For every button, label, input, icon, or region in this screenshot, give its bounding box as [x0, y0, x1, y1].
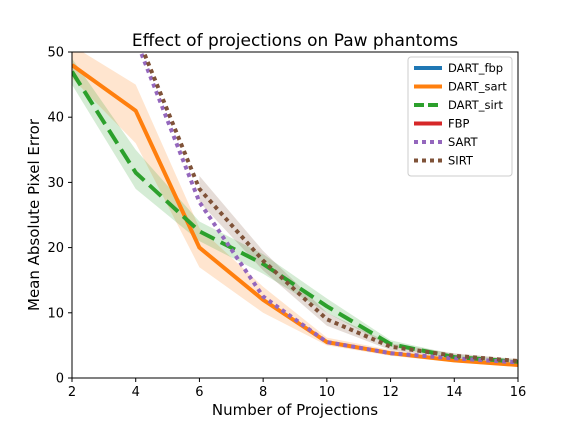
- y-tick-label: 40: [47, 111, 64, 126]
- band-dart-sart: [72, 52, 518, 367]
- x-tick-label: 2: [68, 385, 76, 400]
- legend-label-sirt: SIRT: [448, 154, 474, 168]
- y-tick-label: 50: [47, 46, 64, 61]
- x-tick-label: 8: [259, 385, 267, 400]
- band-sirt: [199, 175, 518, 363]
- x-tick-label: 12: [382, 385, 399, 400]
- legend-label-dart-sirt: DART_sirt: [448, 98, 503, 112]
- plot-frame: [71, 51, 519, 379]
- chart-title: Effect of projections on Paw phantoms: [132, 31, 458, 51]
- y-tick-label: 20: [47, 241, 64, 256]
- y-axis-label: Mean Absolute Pixel Error: [25, 118, 43, 311]
- y-axis: 0 10 20 30 40 50: [47, 46, 72, 387]
- x-axis-label: Number of Projections: [212, 401, 378, 419]
- legend-label-dart-sart: DART_sart: [448, 80, 507, 94]
- y-tick-label: 30: [47, 176, 64, 191]
- x-tick-label: 14: [446, 385, 463, 400]
- x-tick-label: 16: [510, 385, 527, 400]
- y-tick-label: 0: [56, 372, 64, 387]
- series-lines: [72, 52, 518, 367]
- legend-label-sart: SART: [448, 135, 479, 149]
- x-tick-label: 6: [195, 385, 203, 400]
- x-tick-label: 4: [132, 385, 140, 400]
- legend-label-fbp: FBP: [448, 117, 470, 131]
- legend-label-dart-fbp: DART_fbp: [448, 61, 503, 75]
- x-axis: 2 4 6 8 10 12 14 16: [68, 378, 526, 400]
- y-tick-label: 10: [47, 306, 64, 321]
- confidence-bands: [72, 52, 518, 367]
- x-tick-label: 10: [319, 385, 336, 400]
- legend: DART_fbp DART_sart DART_sirt FBP SART SIRT: [407, 56, 513, 177]
